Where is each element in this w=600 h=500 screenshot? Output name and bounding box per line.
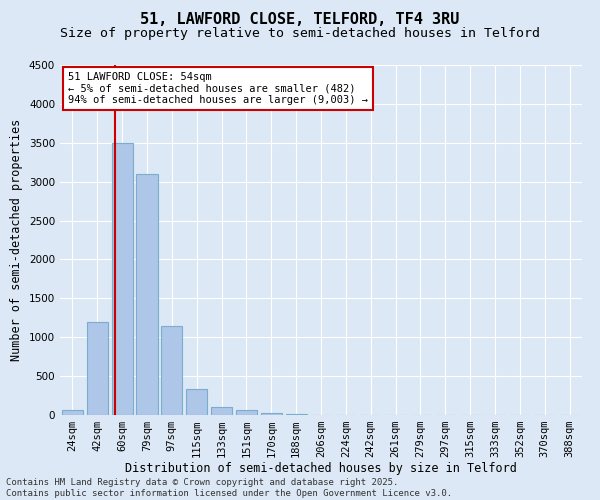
- Text: Contains HM Land Registry data © Crown copyright and database right 2025.
Contai: Contains HM Land Registry data © Crown c…: [6, 478, 452, 498]
- Text: 51, LAWFORD CLOSE, TELFORD, TF4 3RU: 51, LAWFORD CLOSE, TELFORD, TF4 3RU: [140, 12, 460, 28]
- Bar: [236, 410, 257, 415]
- Bar: [261, 412, 282, 415]
- Bar: [161, 326, 182, 415]
- X-axis label: Distribution of semi-detached houses by size in Telford: Distribution of semi-detached houses by …: [125, 462, 517, 474]
- Bar: [112, 143, 133, 415]
- Bar: [211, 407, 232, 415]
- Y-axis label: Number of semi-detached properties: Number of semi-detached properties: [10, 119, 23, 361]
- Bar: [62, 410, 83, 415]
- Bar: [286, 414, 307, 415]
- Text: Size of property relative to semi-detached houses in Telford: Size of property relative to semi-detach…: [60, 28, 540, 40]
- Bar: [136, 174, 158, 415]
- Bar: [186, 388, 207, 415]
- Bar: [87, 322, 108, 415]
- Text: 51 LAWFORD CLOSE: 54sqm
← 5% of semi-detached houses are smaller (482)
94% of se: 51 LAWFORD CLOSE: 54sqm ← 5% of semi-det…: [68, 72, 368, 105]
